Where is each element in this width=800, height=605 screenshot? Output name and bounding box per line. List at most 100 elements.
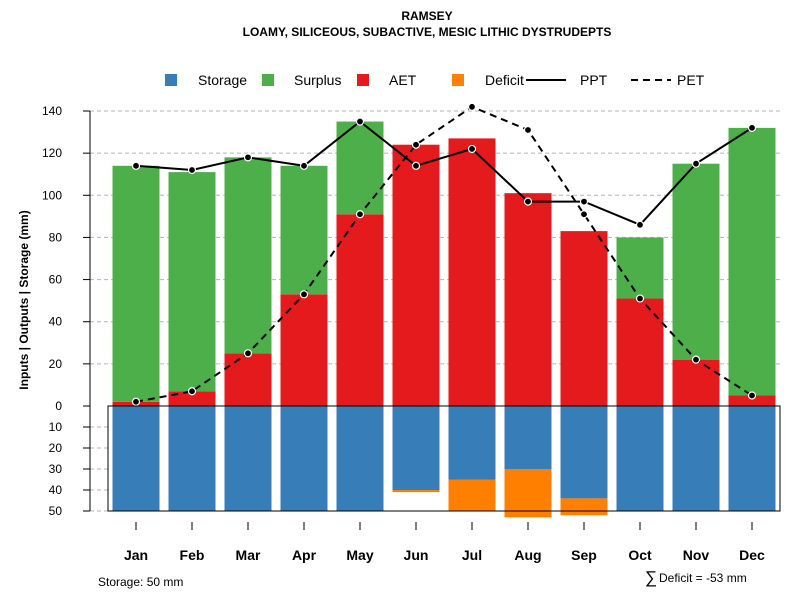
pet-point (467, 102, 477, 111)
aet-bar (336, 214, 384, 406)
storage-annotation: Storage: 50 mm (98, 575, 183, 589)
storage-bar (392, 406, 440, 490)
bars (112, 121, 776, 518)
pet-point (747, 391, 757, 400)
pet-line (135, 105, 753, 403)
y-tick-label: 60 (49, 273, 63, 287)
pet-point (131, 397, 141, 406)
x-tick-label: Nov (683, 547, 710, 563)
pet-point (635, 294, 645, 303)
surplus-bar (112, 165, 160, 402)
ppt-point (747, 123, 757, 132)
deficit-annotation: Deficit = -53 mm (659, 571, 747, 585)
legend-swatch-deficit (452, 74, 464, 86)
series-lines (131, 102, 757, 406)
ppt-point (299, 161, 309, 170)
x-tick-label: Sep (571, 547, 597, 563)
y-tick-label: 40 (49, 483, 63, 497)
aet-bar (504, 193, 552, 406)
storage-bar (672, 406, 720, 511)
aet-bar (728, 395, 776, 406)
ppt-point (411, 161, 421, 170)
y-tick-label: 40 (49, 315, 63, 329)
y-tick-label: 30 (49, 462, 63, 476)
aet-bar (448, 138, 496, 406)
chart-subtitle: LOAMY, SILICEOUS, SUBACTIVE, MESIC LITHI… (243, 25, 612, 39)
y-tick-label: 120 (42, 146, 62, 160)
sum-symbol: ∑ (645, 568, 657, 587)
legend-label-storage: Storage (198, 72, 247, 88)
legend-label-deficit: Deficit (485, 72, 524, 88)
surplus-bar (224, 157, 272, 354)
legend-swatch-surplus (262, 74, 274, 86)
y-tick-label: 140 (42, 104, 62, 118)
ppt-point (635, 220, 645, 229)
storage-bar (168, 406, 216, 511)
ppt-point (355, 117, 365, 126)
storage-bar (504, 406, 552, 469)
chart-title: RAMSEY (401, 9, 452, 23)
surplus-bar (168, 172, 216, 392)
deficit-bar (448, 479, 496, 511)
storage-bar (616, 406, 664, 511)
pet-point (355, 210, 365, 219)
pet-point (299, 290, 309, 299)
x-tick-label: Jan (124, 547, 148, 563)
axes: 0 20 40 60 80 100 120 140 10 20 30 40 50 Jan Feb Mar Apr… (42, 104, 781, 563)
ppt-point (579, 197, 589, 206)
x-tick-label: Dec (739, 547, 765, 563)
x-tick-label: May (346, 547, 373, 563)
y-tick-label: 0 (55, 399, 62, 413)
x-tick-label: Oct (628, 547, 652, 563)
surplus-bar (672, 163, 720, 360)
y-tick-label: 20 (49, 357, 63, 371)
ppt-point (131, 161, 141, 170)
legend-label-pet: PET (677, 72, 705, 88)
deficit-bar (392, 490, 440, 493)
storage-bar (112, 406, 160, 511)
ppt-point (691, 159, 701, 168)
legend: Storage Surplus AET Deficit PPT PET (165, 72, 705, 88)
aet-bar (280, 294, 328, 406)
ppt-point (467, 144, 477, 154)
surplus-bar (280, 165, 328, 295)
pet-point (691, 355, 701, 364)
aet-bar (560, 231, 608, 406)
aet-bar (672, 359, 720, 406)
x-tick-label: Apr (292, 547, 317, 563)
storage-bar (560, 406, 608, 499)
y-axis-label: Inputs | Outputs | Storage (mm) (17, 210, 31, 389)
storage-frame (107, 405, 781, 512)
surplus-bar (336, 121, 384, 215)
deficit-bar (560, 498, 608, 516)
y-tick-label: 100 (42, 188, 62, 202)
legend-label-aet: AET (389, 72, 417, 88)
deficit-bar (504, 469, 552, 518)
legend-swatch-storage (165, 74, 177, 86)
pet-point (523, 125, 533, 135)
surplus-bar (728, 127, 776, 396)
storage-bar (728, 406, 776, 511)
pet-point (411, 140, 421, 149)
x-tick-label: Jul (462, 547, 482, 563)
legend-label-ppt: PPT (580, 72, 608, 88)
x-tick-label: Mar (236, 547, 261, 563)
storage-bar (448, 406, 496, 480)
pet-point (579, 210, 589, 219)
pet-point (187, 387, 197, 396)
storage-bar (280, 406, 328, 511)
aet-bar (392, 144, 440, 406)
y-tick-label: 80 (49, 230, 63, 244)
storage-bar (336, 406, 384, 511)
aet-bar (616, 298, 664, 406)
x-tick-label: Feb (180, 547, 205, 563)
aet-bar (168, 391, 216, 406)
ppt-point (187, 165, 197, 175)
legend-swatch-aet (357, 74, 369, 86)
ppt-point (243, 153, 253, 162)
x-tick-label: Jun (404, 547, 429, 563)
ppt-line (135, 120, 753, 226)
surplus-bar (616, 237, 664, 299)
